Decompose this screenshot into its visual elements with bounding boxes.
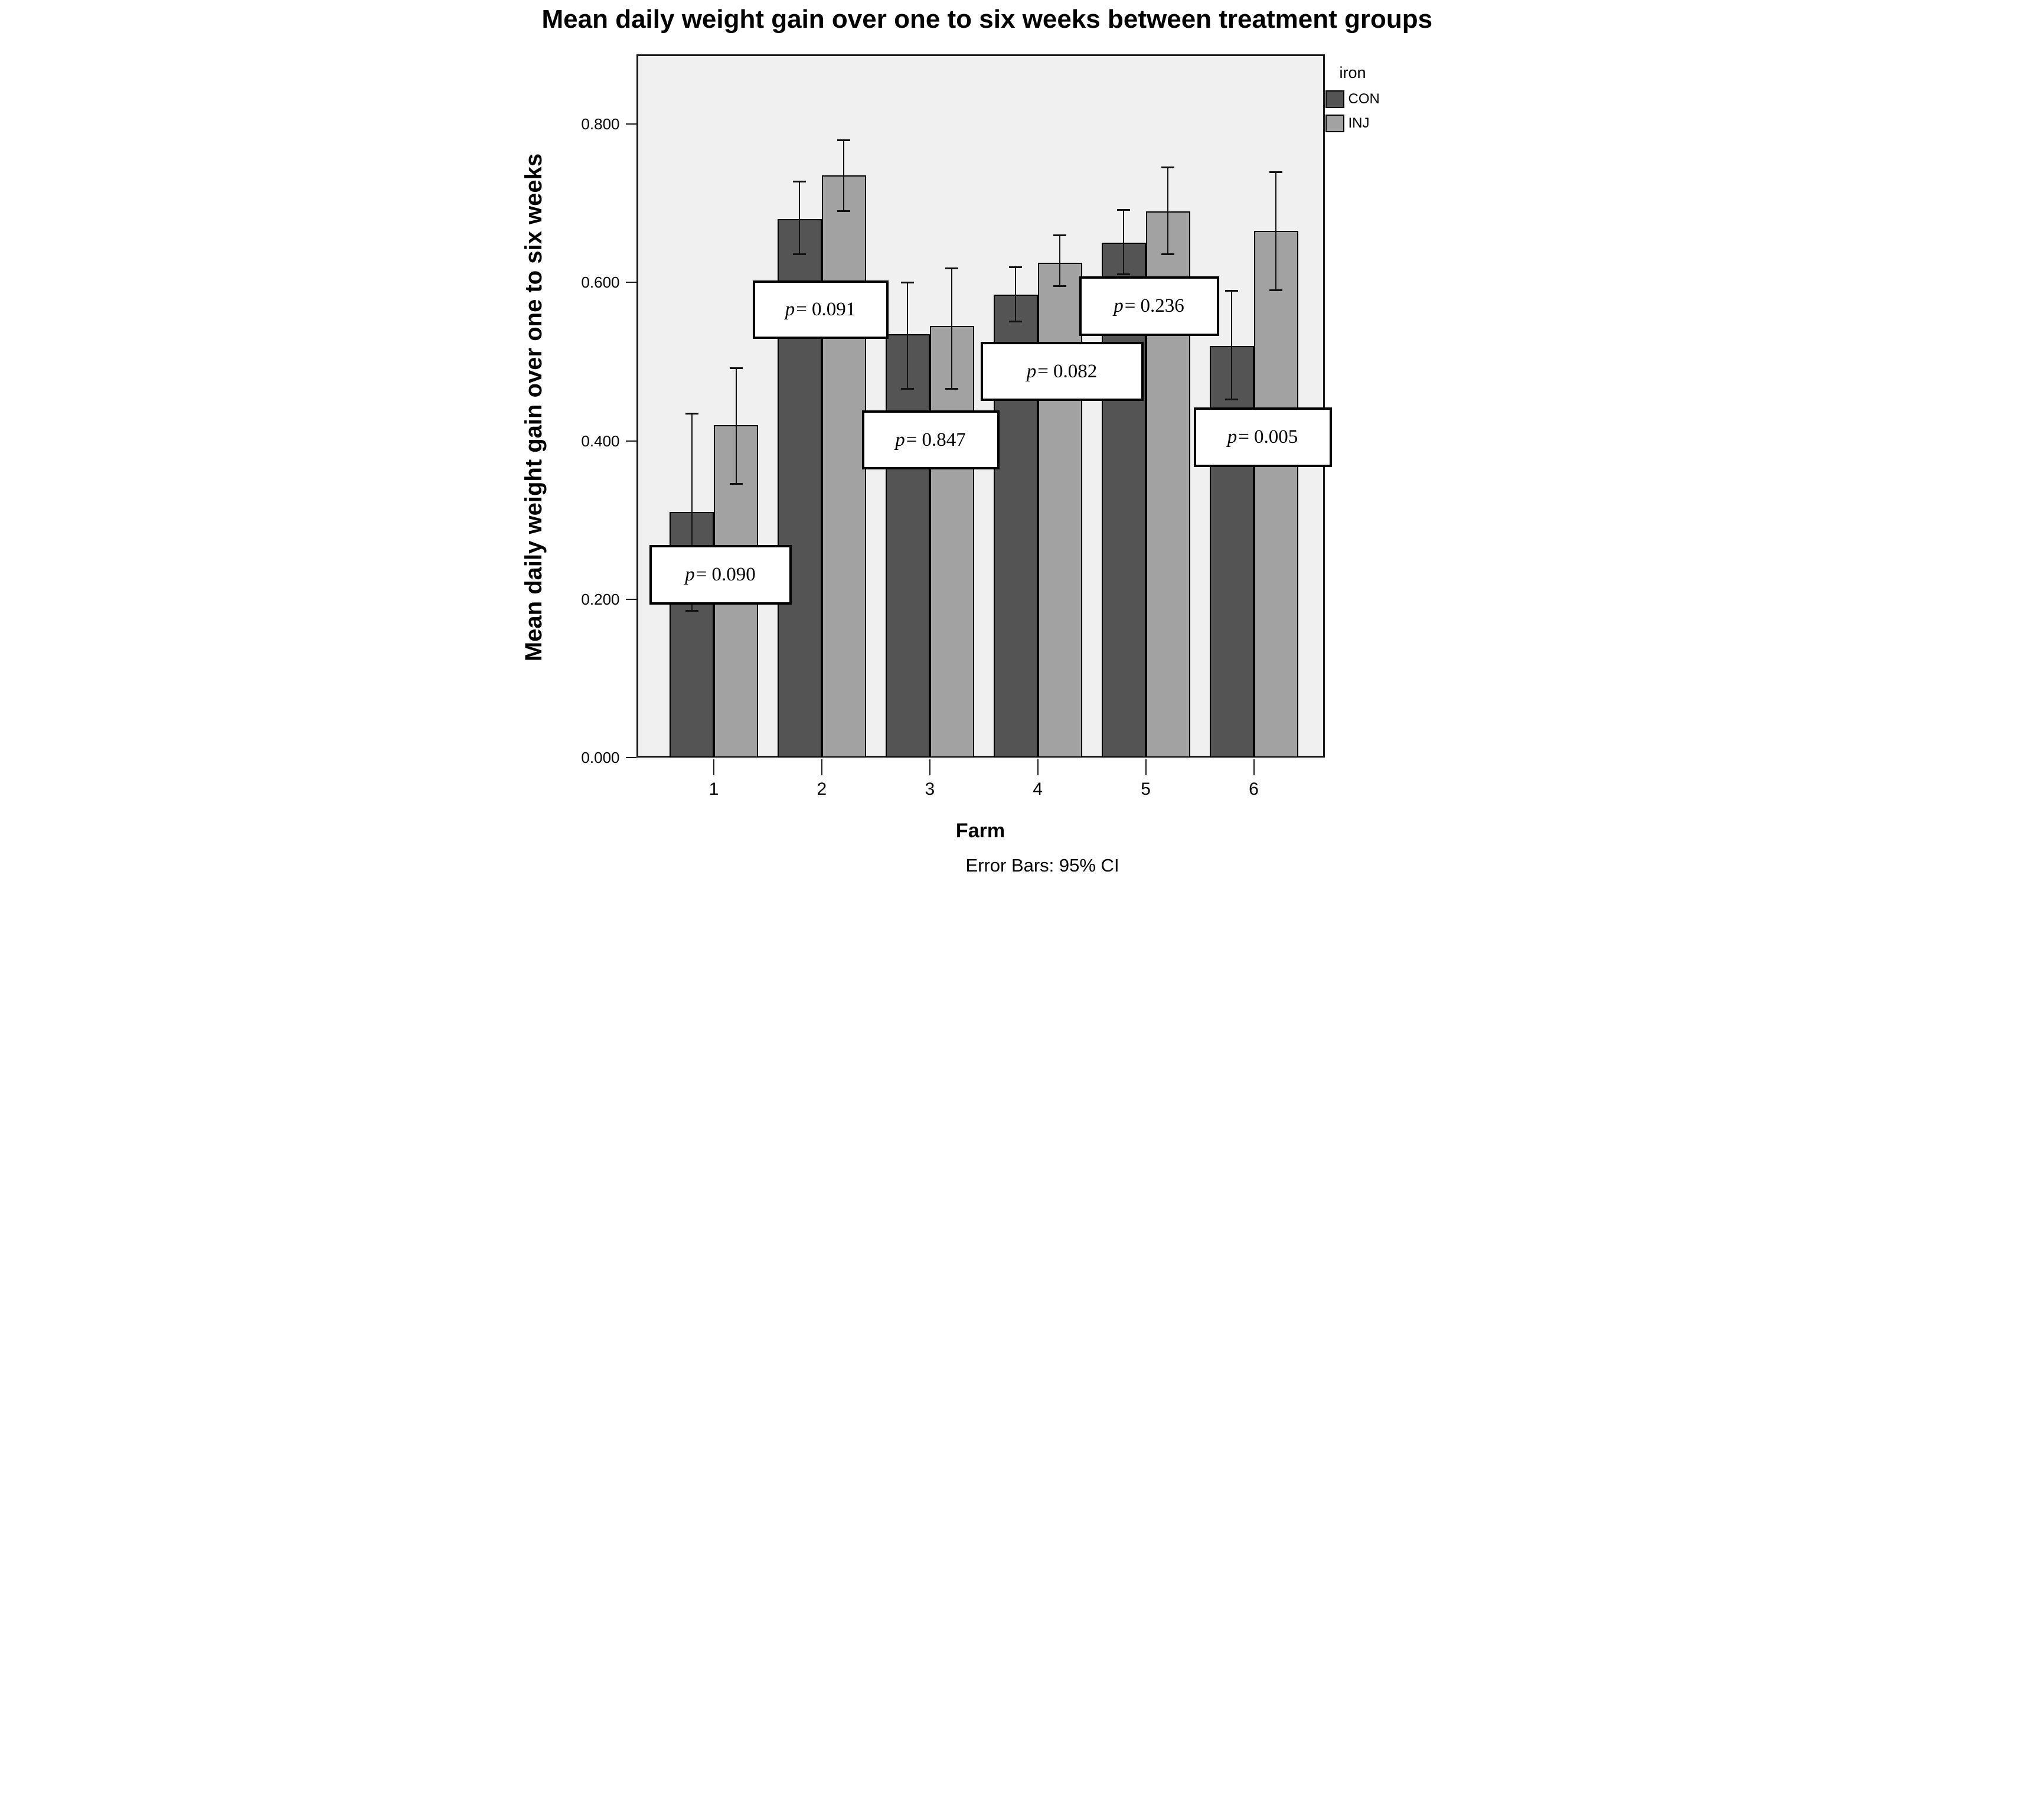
x-tick-label: 5: [1141, 779, 1151, 799]
bar-inj-farm2: [821, 175, 866, 758]
error-bar-inj-farm2-cap-bottom: [837, 210, 851, 212]
error-bar-con-farm4-cap-bottom: [1009, 321, 1023, 323]
legend-item-inj: INJ: [1325, 115, 1520, 132]
x-tick-label: 4: [1033, 779, 1043, 799]
p-value-box-farm4: p = 0.082: [980, 342, 1144, 401]
error-bar-inj-farm1-cap-top: [729, 367, 743, 370]
error-bar-con-farm2-cap-bottom: [793, 253, 807, 256]
y-tick-mark: [625, 123, 636, 125]
x-tick-mark: [821, 759, 822, 775]
x-tick-mark: [1253, 759, 1255, 775]
x-tick-mark: [1145, 759, 1147, 775]
inj-swatch-icon: [1325, 115, 1344, 132]
error-bar-con-farm3-cap-top: [901, 282, 915, 284]
p-value-box-farm1: p = 0.090: [649, 545, 792, 605]
error-bar-con-farm6-cap-top: [1225, 289, 1238, 292]
y-tick-mark: [625, 757, 636, 758]
error-bar-inj-farm4-cap-bottom: [1053, 285, 1067, 288]
error-bar-inj-farm4-cap-top: [1053, 234, 1067, 236]
bar-inj-farm4: [1037, 262, 1082, 758]
error-bar-inj-farm4: [1059, 234, 1061, 287]
y-tick-label: 0.400: [581, 432, 620, 450]
y-tick-mark: [625, 282, 636, 283]
legend: iron CON INJ: [1325, 64, 1520, 139]
chart-title: Mean daily weight gain over one to six w…: [541, 5, 1433, 34]
error-bar-inj-farm3-cap-bottom: [945, 388, 959, 390]
legend-title: iron: [1339, 64, 1366, 81]
error-bar-inj-farm3: [951, 268, 953, 390]
error-bar-con-farm1-cap-bottom: [685, 609, 698, 612]
error-bar-inj-farm6: [1275, 171, 1276, 291]
error-bar-con-farm2: [799, 181, 801, 255]
error-bar-con-farm6: [1231, 290, 1232, 400]
error-bar-inj-farm5: [1167, 167, 1169, 255]
error-bar-con-farm5-cap-top: [1117, 209, 1131, 211]
error-bars-footnote: Error Bars: 95% CI: [965, 855, 1119, 876]
bar-inj-farm6: [1253, 231, 1298, 758]
x-tick-label: 1: [708, 779, 719, 799]
y-axis-title: Mean daily weight gain over one to six w…: [520, 153, 547, 662]
error-bar-con-farm1-cap-top: [685, 412, 698, 415]
error-bar-inj-farm2: [843, 140, 845, 211]
p-value-box-farm2: p = 0.091: [752, 280, 889, 339]
y-tick-label: 0.600: [581, 273, 620, 292]
p-value-box-farm5: p = 0.236: [1079, 276, 1219, 336]
bar-con-farm3: [885, 334, 930, 758]
chart-canvas: Mean daily weight gain over one to six w…: [511, 0, 1533, 898]
error-bar-con-farm3-cap-bottom: [901, 388, 915, 390]
legend-item-con: CON: [1325, 90, 1520, 108]
x-axis-title: Farm: [955, 820, 1005, 842]
error-bar-inj-farm6-cap-bottom: [1269, 289, 1282, 291]
x-tick-label: 6: [1249, 779, 1259, 799]
error-bar-con-farm4: [1015, 266, 1017, 322]
error-bar-inj-farm1: [735, 368, 737, 485]
legend-item-label: INJ: [1348, 115, 1370, 131]
error-bar-con-farm6-cap-bottom: [1225, 398, 1238, 400]
x-tick-mark: [713, 759, 714, 775]
y-tick-mark: [625, 440, 636, 442]
p-value-box-farm6: p = 0.005: [1193, 407, 1332, 467]
error-bar-inj-farm1-cap-bottom: [729, 483, 743, 485]
error-bar-inj-farm5-cap-bottom: [1161, 253, 1175, 256]
x-tick-mark: [929, 759, 930, 775]
p-value-box-farm3: p = 0.847: [861, 410, 1000, 469]
x-tick-mark: [1037, 759, 1039, 775]
con-swatch-icon: [1325, 90, 1344, 108]
error-bar-inj-farm3-cap-top: [945, 267, 959, 270]
bar-inj-farm3: [929, 326, 974, 758]
error-bar-inj-farm5-cap-top: [1161, 166, 1175, 168]
error-bar-con-farm3: [907, 282, 909, 390]
y-tick-label: 0.200: [581, 590, 620, 608]
error-bar-con-farm5: [1123, 210, 1125, 275]
error-bar-inj-farm6-cap-top: [1269, 171, 1282, 173]
x-tick-label: 3: [925, 779, 935, 799]
error-bar-con-farm5-cap-bottom: [1117, 273, 1131, 275]
error-bar-inj-farm2-cap-top: [837, 139, 851, 142]
error-bar-con-farm2-cap-top: [793, 180, 807, 182]
y-tick-label: 0.800: [581, 115, 620, 133]
error-bar-con-farm4-cap-top: [1009, 266, 1023, 268]
y-tick-mark: [625, 598, 636, 600]
x-tick-label: 2: [817, 779, 827, 799]
error-bar-con-farm1: [691, 413, 693, 611]
legend-item-label: CON: [1348, 91, 1380, 107]
y-tick-label: 0.000: [581, 749, 620, 766]
